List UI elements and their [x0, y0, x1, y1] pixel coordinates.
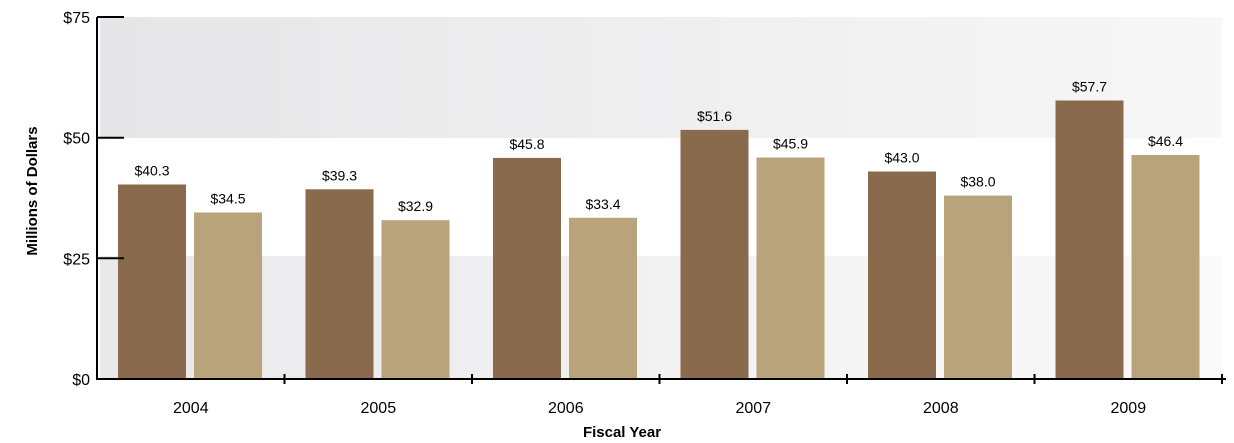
x-tick-label-2009: 2009: [1111, 400, 1147, 417]
y-tick-label-0: $0: [72, 372, 90, 389]
x-axis-title: Fiscal Year: [583, 424, 661, 441]
data-label-2004-series-1: $40.3: [134, 163, 169, 179]
data-label-2005-series-2: $32.9: [398, 198, 433, 214]
bar-2009-series-2: [1131, 155, 1200, 379]
background-band-lower: [100, 256, 1222, 378]
y-tick-label-50: $50: [63, 131, 90, 148]
x-tick-label-2007: 2007: [736, 400, 772, 417]
bar-2009-series-1: [1055, 100, 1124, 379]
data-label-2004-series-2: $34.5: [210, 191, 245, 207]
y-tick-label-75: $75: [63, 10, 90, 27]
x-tick-label-2004: 2004: [173, 400, 209, 417]
data-label-2007-series-1: $51.6: [697, 108, 732, 124]
bar-2007-series-2: [756, 157, 825, 379]
y-tick-label-25: $25: [63, 251, 90, 268]
data-label-2006-series-1: $45.8: [509, 136, 544, 152]
x-tick-label-2008: 2008: [923, 400, 959, 417]
bars-layer: [118, 100, 1200, 379]
data-label-2005-series-1: $39.3: [322, 167, 357, 183]
bar-2006-series-1: [493, 157, 561, 379]
y-ticks: $0 $25 $50 $75: [63, 10, 124, 389]
bar-2005-series-1: [305, 189, 374, 379]
data-label-2009-series-2: $46.4: [1148, 133, 1183, 149]
x-tick-label-2006: 2006: [548, 400, 584, 417]
bar-2008-series-1: [868, 171, 936, 379]
x-tick-label-2005: 2005: [361, 400, 397, 417]
background-band-upper: [100, 17, 1222, 138]
bar-2004-series-2: [194, 212, 262, 379]
data-label-2008-series-1: $43.0: [884, 150, 919, 166]
bar-2004-series-1: [118, 184, 186, 379]
data-label-2008-series-2: $38.0: [960, 174, 995, 190]
data-label-2009-series-1: $57.7: [1072, 79, 1107, 95]
bar-2005-series-2: [381, 220, 450, 379]
x-ticks: 2004 2005 2006 2007 2008 2009: [173, 374, 1223, 417]
plot-background: [100, 17, 1222, 378]
bar-2007-series-1: [680, 129, 749, 379]
bar-2006-series-2: [569, 217, 637, 379]
value-labels-layer: $40.3 $34.5 $39.3 $32.9 $45.8 $33.4 $51.6 $45.9…: [134, 79, 1183, 215]
y-axis-title: Millions of Dollars: [24, 126, 41, 255]
data-label-2006-series-2: $33.4: [585, 196, 620, 212]
data-label-2007-series-2: $45.9: [773, 136, 808, 152]
bar-2008-series-2: [944, 195, 1012, 379]
